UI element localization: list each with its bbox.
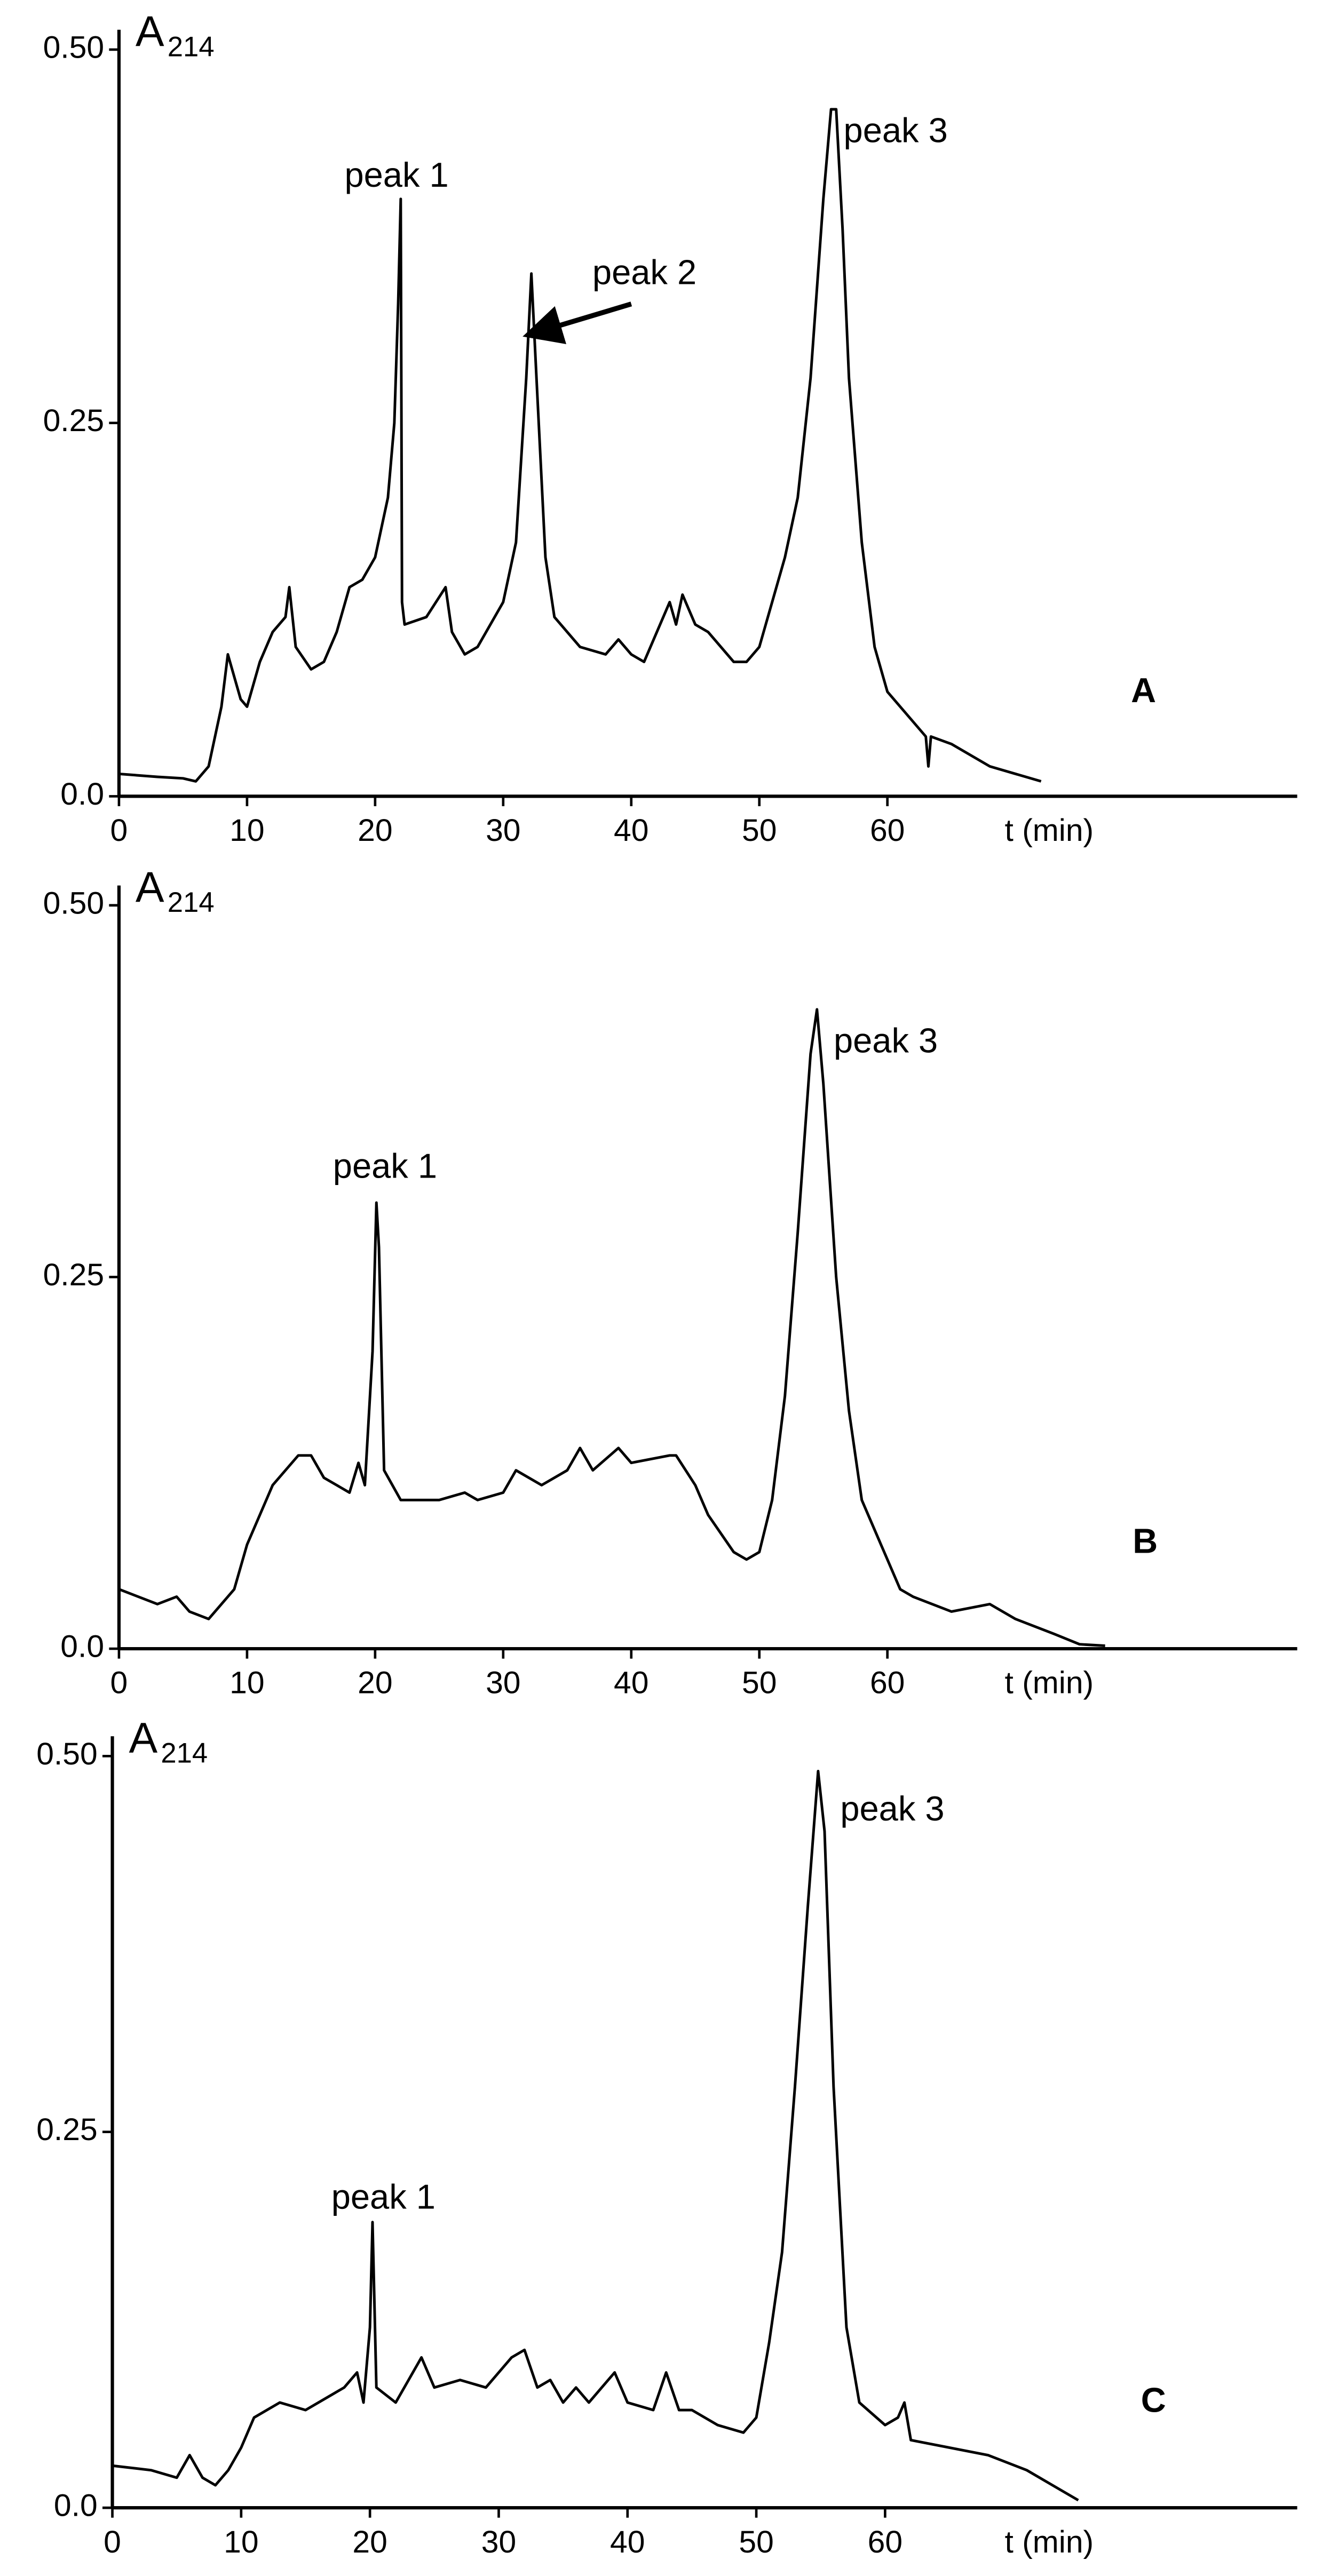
y-tick-label: 0.50 <box>43 886 104 920</box>
y-tick-label: 0.25 <box>36 2112 97 2147</box>
x-tick-label: 50 <box>742 813 777 848</box>
x-tick-label: 60 <box>868 2525 903 2559</box>
x-tick-label: 10 <box>229 813 264 848</box>
x-tick-label: 10 <box>229 1666 264 1700</box>
annotation-arrow <box>523 301 632 345</box>
x-tick-label: 30 <box>486 1666 520 1700</box>
y-axis-label-subscript: 214 <box>168 887 215 918</box>
x-axis-label: t (min) <box>1005 1666 1094 1700</box>
x-tick-label: 0 <box>110 1666 128 1700</box>
x-tick-label: 30 <box>481 2525 516 2559</box>
peak-annotation: peak 3 <box>834 1021 938 1060</box>
y-tick-label: 0.50 <box>36 1737 97 1771</box>
y-axis-label: A 214 <box>136 864 215 919</box>
panel-label: A <box>1131 671 1156 710</box>
peak-annotation: peak 1 <box>333 1147 437 1186</box>
y-tick-label: 0.25 <box>43 403 104 438</box>
y-axis-label-subscript: 214 <box>161 1738 208 1769</box>
x-tick-label: 10 <box>224 2525 258 2559</box>
x-tick-label: 50 <box>739 2525 773 2559</box>
y-tick-label: 0.25 <box>43 1258 104 1292</box>
y-tick-label: 0.50 <box>43 30 104 65</box>
x-tick-label: 40 <box>614 1666 648 1700</box>
y-axis-label-main: A <box>136 864 164 912</box>
peak-annotation: peak 1 <box>344 155 448 194</box>
y-tick-label: 0.0 <box>60 1629 104 1664</box>
peak-annotation: peak 3 <box>844 110 948 149</box>
panel-label: B <box>1133 1521 1158 1560</box>
x-tick-label: 30 <box>486 813 520 848</box>
y-axis-label: A 214 <box>129 1714 208 1769</box>
x-axis-label: t (min) <box>1005 813 1094 848</box>
y-axis-label-main: A <box>129 1714 158 1762</box>
x-tick-label: 20 <box>358 1666 392 1700</box>
peak-annotation: peak 2 <box>592 253 696 292</box>
x-tick-label: 60 <box>870 813 905 848</box>
x-tick-label: 60 <box>870 1666 905 1700</box>
y-tick-label: 0.0 <box>60 777 104 812</box>
y-axis-label-subscript: 214 <box>168 31 215 62</box>
x-axis-label: t (min) <box>1005 2525 1094 2559</box>
peak-annotation: peak 1 <box>331 2177 436 2216</box>
y-tick-label: 0.0 <box>54 2488 98 2523</box>
chromatogram-line <box>118 1008 1105 1647</box>
x-tick-label: 40 <box>614 813 648 848</box>
x-tick-label: 20 <box>358 813 392 848</box>
x-tick-label: 0 <box>104 2525 121 2559</box>
chromatogram-line <box>112 1770 1079 2502</box>
y-axis-label: A 214 <box>136 8 215 63</box>
panel-label: C <box>1141 2381 1166 2420</box>
x-tick-label: 50 <box>742 1666 777 1700</box>
peak-annotation: peak 3 <box>840 1789 944 1828</box>
y-axis-label-main: A <box>136 8 164 56</box>
x-tick-label: 0 <box>110 813 128 848</box>
x-tick-label: 40 <box>610 2525 645 2559</box>
chromatogram-line <box>118 108 1042 783</box>
x-tick-label: 20 <box>352 2525 387 2559</box>
